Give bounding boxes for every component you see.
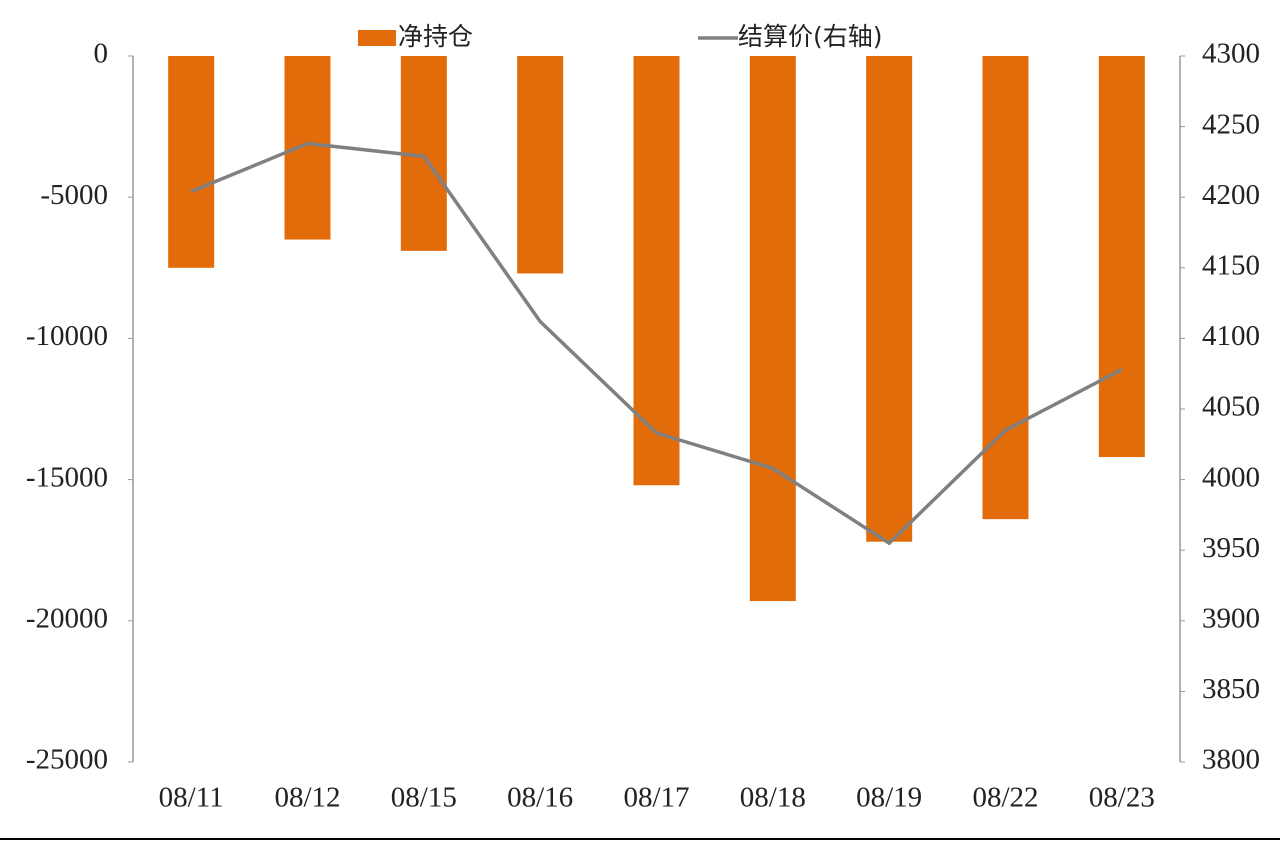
y2-tick-label: 3850 (1202, 673, 1260, 705)
y2-tick-label: 4150 (1202, 249, 1260, 281)
y2-tick-label: 4000 (1202, 461, 1260, 493)
bar (168, 56, 215, 268)
y2-tick-label: 3900 (1202, 602, 1260, 634)
y-tick-label: -10000 (26, 320, 108, 352)
x-tick-label: 08/12 (274, 782, 340, 814)
y-tick-label: -20000 (26, 602, 108, 634)
y2-tick-label: 4200 (1202, 179, 1260, 211)
bar (284, 56, 331, 240)
x-tick-label: 08/18 (740, 782, 806, 814)
x-tick-label: 08/19 (856, 782, 922, 814)
y2-tick-label: 3800 (1202, 744, 1260, 776)
y-tick-label: -25000 (26, 744, 108, 776)
bar (749, 56, 796, 602)
legend-label: 净持仓 (398, 22, 473, 51)
y2-tick-label: 4300 (1202, 38, 1260, 70)
y2-tick-label: 4050 (1202, 391, 1260, 423)
y2-tick-label: 4100 (1202, 320, 1260, 352)
y2-tick-label: 3950 (1202, 532, 1260, 564)
line (190, 141, 1123, 546)
bar (517, 56, 564, 274)
y2-tick-label: 4250 (1202, 108, 1260, 140)
bar (633, 56, 680, 486)
x-tick-label: 08/11 (159, 782, 224, 814)
x-tick-label: 08/17 (623, 782, 689, 814)
x-tick-label: 08/23 (1089, 782, 1155, 814)
legend-swatch (358, 30, 396, 46)
y-tick-label: -15000 (26, 461, 108, 493)
x-tick-label: 08/16 (507, 782, 573, 814)
y-tick-label: 0 (94, 38, 109, 70)
bar (1098, 56, 1145, 458)
bar (982, 56, 1029, 520)
legend-label: 结算价(右轴) (738, 22, 883, 51)
x-tick-label: 08/22 (972, 782, 1038, 814)
x-tick-label: 08/15 (391, 782, 457, 814)
bar (866, 56, 913, 542)
y-tick-label: -5000 (40, 179, 108, 211)
